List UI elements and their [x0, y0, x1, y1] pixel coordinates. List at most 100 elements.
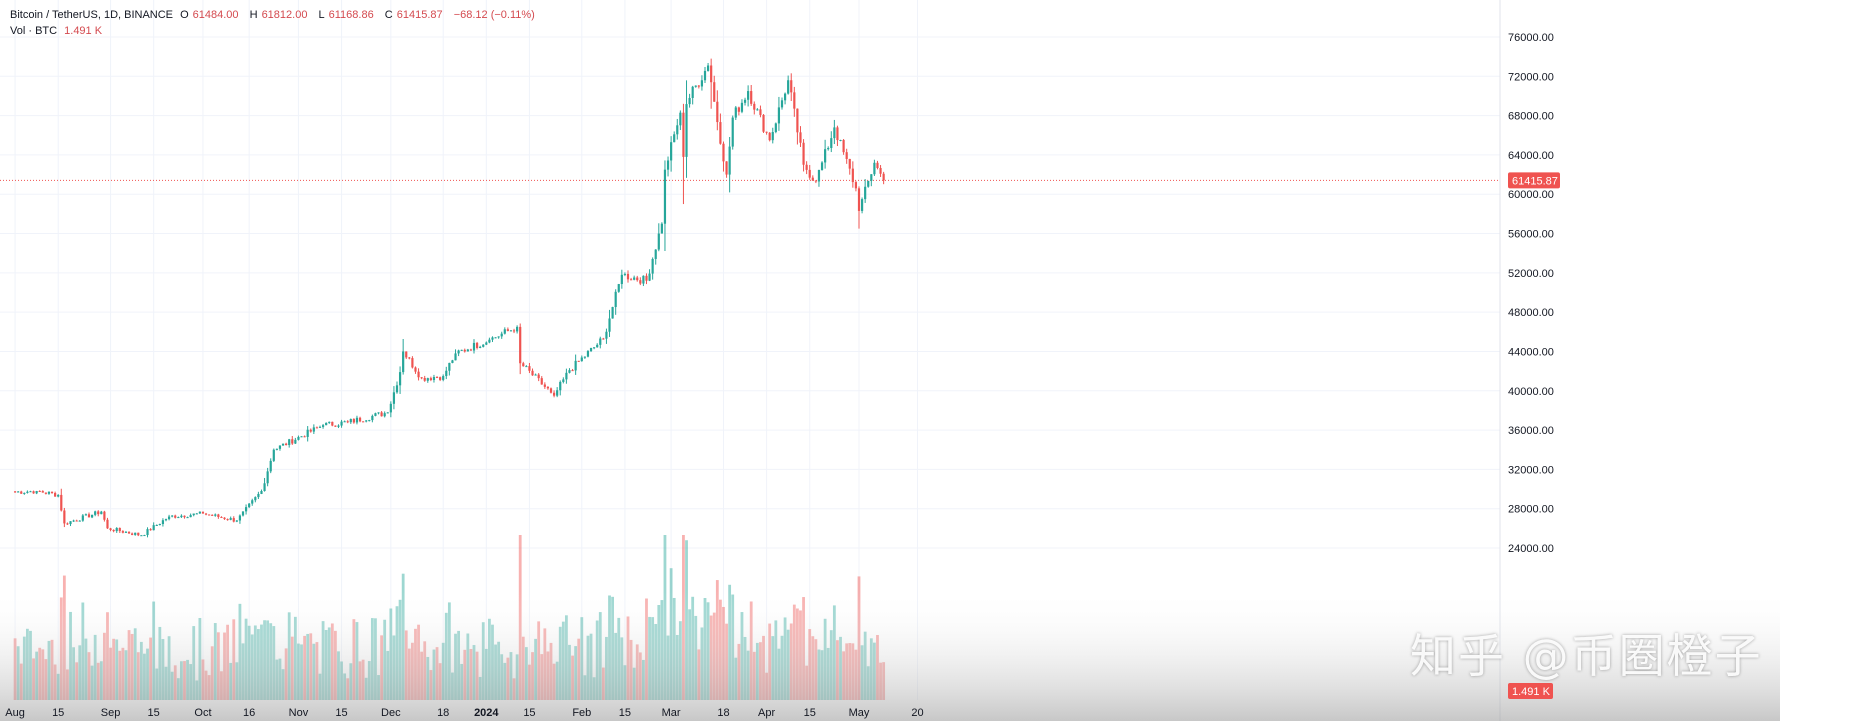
candle-body — [645, 275, 648, 281]
candle-body — [17, 491, 20, 493]
candle-body — [503, 329, 506, 334]
candle-body — [272, 449, 275, 461]
price-tick-label: 28000.00 — [1508, 504, 1554, 516]
price-tick-label: 36000.00 — [1508, 425, 1554, 437]
candle-body — [226, 519, 229, 521]
candle-body — [281, 443, 285, 446]
candle-body — [876, 162, 879, 169]
candle-body — [568, 370, 571, 373]
candle-body — [796, 108, 799, 133]
candle-body — [20, 491, 23, 494]
candle-body — [617, 284, 620, 292]
candle-body — [118, 528, 121, 532]
candle-body — [435, 377, 439, 379]
candle-body — [254, 497, 257, 501]
time-tick-label: Dec — [381, 707, 401, 719]
candle-body — [355, 417, 359, 423]
candle-body — [540, 378, 543, 385]
candle-body — [651, 258, 654, 274]
candle-body — [285, 443, 288, 446]
candle-body — [392, 392, 396, 404]
candle-body — [811, 177, 814, 181]
candle-body — [860, 199, 864, 211]
close-value: 61415.87 — [396, 9, 443, 21]
candle-body — [771, 132, 774, 141]
candle-body — [63, 510, 66, 524]
candle-body — [426, 378, 429, 381]
time-tick-label: 2024 — [474, 707, 499, 719]
candle-body — [583, 356, 586, 358]
candle-body — [479, 346, 482, 348]
candle-body — [666, 160, 670, 170]
candle-body — [358, 417, 362, 422]
candle-body — [414, 367, 417, 372]
high-item: H 61812.00 — [249, 9, 308, 21]
candle-body — [238, 515, 242, 521]
candle-body — [417, 371, 420, 378]
candle-body — [257, 493, 260, 498]
candle-body — [577, 360, 580, 362]
candle-body — [442, 376, 445, 380]
watermark: 知乎 @币圈橙子 — [1410, 629, 1763, 683]
candle-body — [365, 420, 368, 422]
candle-body — [882, 173, 885, 181]
time-tick-label: 20 — [911, 707, 923, 719]
candle-body — [827, 147, 830, 150]
candle-body — [180, 515, 183, 518]
candle-body — [94, 511, 97, 515]
candle-body — [768, 132, 771, 141]
time-tick-label: 15 — [148, 707, 160, 719]
candle-body — [211, 514, 214, 516]
volume-value: 1.491 K — [64, 25, 103, 37]
candle-body — [204, 513, 208, 515]
candle-body — [839, 139, 842, 141]
candle-body — [719, 122, 722, 144]
price-tick-label: 56000.00 — [1508, 229, 1554, 241]
candle-body — [599, 338, 602, 345]
candle-body — [134, 532, 137, 535]
low-item: L 61168.86 — [318, 9, 374, 21]
candle-body — [389, 403, 392, 413]
candle-body — [516, 326, 519, 332]
candle-body — [762, 114, 765, 132]
price-tick-label: 68000.00 — [1508, 111, 1554, 123]
candle-body — [830, 138, 833, 148]
candle-body — [525, 366, 528, 368]
candle-body — [854, 182, 858, 189]
candle-body — [673, 134, 676, 143]
candle-body — [75, 520, 78, 522]
candle-body — [697, 85, 700, 87]
candle-body — [633, 277, 636, 280]
candle-body — [620, 274, 623, 285]
candle-body — [864, 186, 867, 200]
candle-body — [586, 351, 590, 357]
candle-body — [241, 511, 245, 516]
candle-body — [870, 174, 873, 181]
candle-body — [377, 412, 380, 414]
candle-body — [756, 109, 759, 111]
candle-body — [100, 511, 103, 515]
candle-body — [146, 529, 149, 536]
candle-body — [706, 65, 710, 71]
open-item: O 61484.00 — [180, 9, 239, 21]
candle-body — [420, 377, 423, 379]
grid — [0, 0, 1501, 721]
candle-body — [740, 102, 744, 112]
candle-body — [817, 169, 821, 182]
candle-body — [260, 491, 263, 494]
time-tick-label: Oct — [194, 707, 211, 719]
candle-body — [873, 162, 876, 175]
volume-fade-overlay — [0, 590, 1780, 721]
candle-body — [229, 518, 232, 520]
candle-body — [32, 491, 35, 494]
candle-body — [198, 511, 201, 514]
candle-body — [155, 524, 158, 526]
candle-body — [41, 491, 44, 493]
candle-body — [158, 524, 161, 526]
candle-body — [269, 460, 272, 472]
candle-body — [802, 142, 805, 165]
candle-body — [408, 357, 411, 359]
candle-body — [722, 143, 725, 162]
candle-body — [334, 425, 337, 427]
